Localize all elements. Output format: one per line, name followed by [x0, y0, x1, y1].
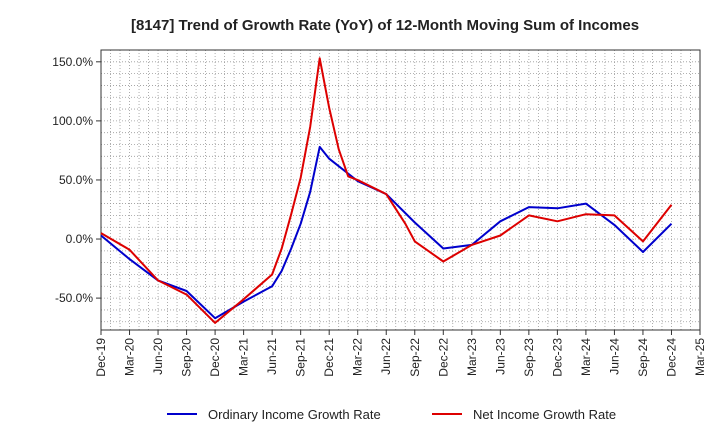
x-tick-label: Sep-24: [636, 338, 650, 377]
x-tick-label: Dec-23: [550, 338, 564, 377]
x-tick-label: Dec-20: [208, 338, 222, 377]
x-tick-label: Dec-19: [94, 338, 108, 377]
x-tick-label: Dec-22: [436, 338, 450, 377]
x-tick-label: Mar-22: [351, 338, 365, 376]
y-tick-label: 50.0%: [59, 173, 93, 187]
x-tick-label: Jun-24: [607, 338, 621, 375]
y-tick-label: 150.0%: [52, 55, 93, 69]
x-tick-label: Dec-21: [322, 338, 336, 377]
y-tick-label: 0.0%: [66, 232, 94, 246]
x-tick-label: Jun-23: [493, 338, 507, 375]
x-tick-label: Mar-23: [465, 338, 479, 376]
x-tick-label: Mar-24: [579, 338, 593, 376]
y-tick-label: 100.0%: [52, 114, 93, 128]
x-tick-label: Mar-21: [237, 338, 251, 376]
net-income-line: [100, 57, 673, 324]
plot-area: [100, 49, 701, 331]
chart-title: [8147] Trend of Growth Rate (YoY) of 12-…: [131, 17, 639, 34]
x-tick-label: Mar-25: [693, 338, 707, 376]
legend-label-ordinary-income: Ordinary Income Growth Rate: [208, 407, 381, 422]
x-tick-label: Mar-20: [123, 338, 137, 376]
x-tick-label: Jun-21: [265, 338, 279, 375]
horizontal-gridlines: [101, 61, 700, 323]
legend-label-net-income: Net Income Growth Rate: [473, 407, 616, 422]
y-tick-label: -50.0%: [55, 291, 93, 305]
x-tick-label: Dec-24: [664, 338, 678, 377]
x-tick-label: Sep-20: [180, 338, 194, 377]
x-tick-label: Sep-21: [294, 338, 308, 377]
x-tick-label: Jun-20: [151, 338, 165, 375]
x-tick-label: Jun-22: [379, 338, 393, 375]
vertical-gridlines: [110, 50, 691, 330]
y-axis-ticks: 150.0% 100.0% 50.0% 0.0% -50.0%: [52, 55, 101, 305]
x-axis-ticks: Dec-19 Mar-20 Jun-20 Sep-20 Dec-20 Mar-21 Jun-…: [94, 330, 707, 377]
legend: Ordinary Income Growth Rate Net Income G…: [167, 407, 616, 422]
ordinary-income-line: [100, 145, 673, 320]
series-lines: [100, 57, 673, 324]
x-tick-label: Sep-22: [408, 338, 422, 377]
x-tick-label: Sep-23: [522, 338, 536, 377]
